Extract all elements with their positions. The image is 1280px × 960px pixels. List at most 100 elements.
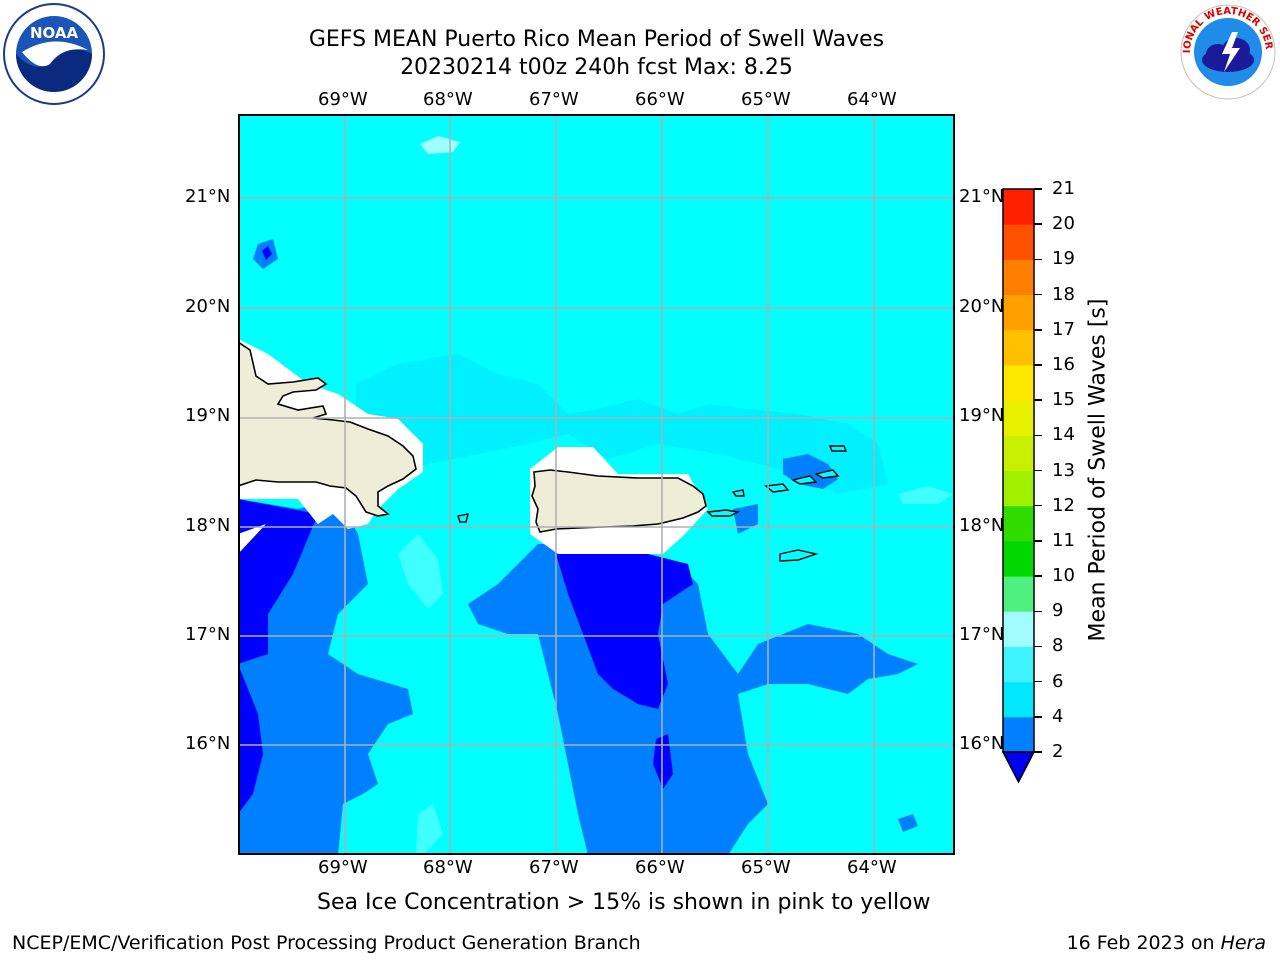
colorbar-tick-label: 15 <box>1052 389 1075 411</box>
lon-label-top: 68°W <box>423 89 473 110</box>
land-culebra <box>731 489 745 497</box>
colorbar-segment <box>1003 435 1034 471</box>
land-virgin-islands <box>814 469 840 479</box>
lat-label-right: 17°N <box>959 624 1005 645</box>
lat-label-left: 21°N <box>185 186 231 207</box>
colorbar-segment <box>1003 294 1034 331</box>
colorbar-segment <box>1003 400 1034 436</box>
colorbar-tick-label: 18 <box>1052 283 1075 305</box>
colorbar-tick-mark <box>1034 223 1042 225</box>
colorbar-tick-label: 12 <box>1052 494 1075 516</box>
colorbar-tick-mark <box>1034 293 1042 296</box>
colorbar-tick-mark <box>1034 540 1042 542</box>
colorbar-tick-label: 2 <box>1052 741 1064 762</box>
map-title-line1: GEFS MEAN Puerto Rico Mean Period of Swe… <box>308 27 885 52</box>
lat-label-left: 18°N <box>185 515 231 536</box>
field-mid <box>356 354 888 494</box>
colorbar-tick-mark <box>1034 188 1042 190</box>
lat-label-left: 19°N <box>185 405 231 426</box>
colorbar-segment <box>1003 716 1034 753</box>
map-title-line2: 20230214 t00z 240h fcst Max: 8.25 <box>400 55 793 80</box>
colorbar-segment <box>1003 646 1034 683</box>
field-light-patch <box>416 804 443 855</box>
land-vieques <box>706 509 741 517</box>
lon-label-bottom: 66°W <box>635 857 685 878</box>
field-blue <box>898 814 918 832</box>
colorbar-segment <box>1003 681 1034 718</box>
colorbar-tick-label: 6 <box>1052 670 1064 692</box>
lon-label-bottom: 68°W <box>423 857 473 878</box>
svg-text:NOAA: NOAA <box>30 24 79 42</box>
field-light-patch <box>898 486 953 504</box>
field-darkblue <box>553 544 693 709</box>
lon-label-top: 66°W <box>635 89 685 110</box>
colorbar-tick-label: 13 <box>1052 459 1075 481</box>
lon-label-top: 69°W <box>318 89 368 110</box>
colorbar-tick-mark <box>1034 575 1042 577</box>
land-virgin-islands <box>791 475 818 485</box>
map-frame <box>238 114 955 855</box>
colorbar-tick-mark <box>1034 399 1042 401</box>
field-darkblue <box>238 664 263 814</box>
land-hispaniola <box>238 341 417 517</box>
footer-credit: NCEP/EMC/Verification Post Processing Pr… <box>12 932 641 954</box>
lon-label-bottom: 64°W <box>847 857 897 878</box>
colorbar-tick-label: 8 <box>1052 635 1064 657</box>
colorbar-tick-label: 4 <box>1052 705 1064 727</box>
colorbar-label: Mean Period of Swell Waves [s] <box>1085 298 1111 642</box>
sea-ice-note: Sea Ice Concentration > 15% is shown in … <box>317 890 931 915</box>
field-light-patch <box>398 534 443 609</box>
colorbar-tick-label: 16 <box>1052 353 1075 375</box>
lon-label-bottom: 65°W <box>741 857 791 878</box>
swell-period-map <box>238 114 955 855</box>
colorbar-tick-mark <box>1034 645 1042 648</box>
lon-label-bottom: 69°W <box>318 857 368 878</box>
lat-label-left: 16°N <box>185 733 231 754</box>
colorbar-tick-label: 9 <box>1052 600 1064 622</box>
colorbar-segment <box>1003 540 1034 577</box>
land-st-croix <box>779 549 819 562</box>
colorbar-segment <box>1003 329 1034 366</box>
colorbar <box>1001 188 1036 784</box>
lon-label-bottom: 67°W <box>529 857 579 878</box>
colorbar-tick-label: 11 <box>1052 529 1075 551</box>
colorbar-tick-mark <box>1034 469 1042 472</box>
lat-label-right: 20°N <box>959 296 1005 317</box>
lon-label-top: 67°W <box>529 89 579 110</box>
colorbar-segment <box>1003 576 1034 612</box>
lat-label-right: 18°N <box>959 515 1005 536</box>
colorbar-tick-mark <box>1034 680 1042 683</box>
footer-date-text: 16 Feb 2023 on <box>1066 932 1221 954</box>
lon-label-top: 64°W <box>847 89 897 110</box>
graticule <box>238 114 955 855</box>
noaa-logo: NOAA <box>3 3 105 105</box>
colorbar-segment <box>1003 611 1034 647</box>
lat-label-right: 21°N <box>959 186 1005 207</box>
lat-label-right: 19°N <box>959 405 1005 426</box>
lat-label-left: 20°N <box>185 296 231 317</box>
colorbar-tick-label: 20 <box>1052 213 1075 235</box>
colorbar-tick-label: 14 <box>1052 424 1075 446</box>
nws-logo: NATIONAL WEATHER SERVICE <box>1178 2 1276 100</box>
colorbar-tick-mark <box>1034 751 1042 753</box>
land-anegada <box>828 445 848 452</box>
footer-host: Hera <box>1220 932 1266 954</box>
field-darkblue <box>238 499 318 664</box>
colorbar-tick-mark <box>1034 329 1042 331</box>
colorbar-tick-label: 19 <box>1052 248 1075 270</box>
lon-label-top: 65°W <box>741 89 791 110</box>
land-mona-island <box>457 513 469 523</box>
colorbar-segment <box>1003 505 1034 542</box>
colorbar-segment <box>1003 189 1034 225</box>
colorbar-tick-mark <box>1034 364 1042 366</box>
colorbar-segment <box>1003 224 1034 260</box>
colorbar-tick-mark <box>1034 716 1042 718</box>
field-darkblue <box>262 246 272 260</box>
colorbar-tick-label: 10 <box>1052 565 1075 587</box>
colorbar-segment <box>1003 259 1034 296</box>
field-darkblue <box>653 734 673 789</box>
colorbar-extend-triangle <box>1001 751 1036 784</box>
colorbar-segment <box>1003 364 1034 401</box>
colorbar-segment <box>1003 470 1034 507</box>
colorbar-tick-mark <box>1034 434 1042 437</box>
